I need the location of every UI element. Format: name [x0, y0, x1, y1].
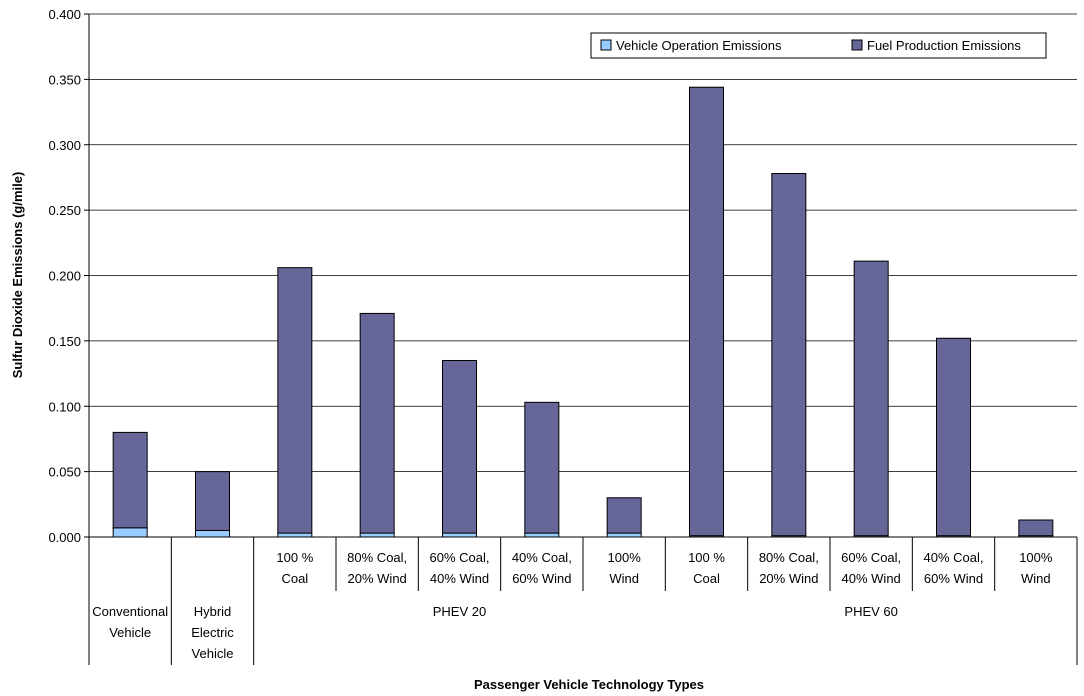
y-tick-label: 0.350: [48, 72, 81, 87]
bar-fuel-production: [277, 267, 313, 534]
x-category-label: 80% Coal,: [759, 550, 819, 565]
x-category-label: 100%: [608, 550, 642, 565]
legend-box: [590, 32, 1047, 59]
bar-fuel-production: [853, 260, 889, 537]
x-category-label: 20% Wind: [759, 571, 818, 586]
y-axis-title: Sulfur Dioxide Emissions (g/mile): [10, 172, 25, 379]
x-category-label: 60% Wind: [512, 571, 571, 586]
x-category-label: 40% Wind: [430, 571, 489, 586]
x-category-label: 20% Wind: [348, 571, 407, 586]
legend-entry: Vehicle Operation Emissions: [616, 38, 782, 53]
y-tick-label: 0.150: [48, 334, 81, 349]
y-tick-label: 0.000: [48, 530, 81, 545]
x-category-label: 80% Coal,: [347, 550, 407, 565]
bar-fuel-production: [936, 337, 971, 537]
bars-layer: [112, 86, 1054, 538]
y-tick-label: 0.300: [48, 138, 81, 153]
x-category-label: Wind: [1021, 571, 1051, 586]
x-category-label: 60% Coal,: [430, 550, 490, 565]
bar-vehicle-operation: [442, 532, 477, 538]
y-tick-label: 0.400: [48, 7, 81, 22]
x-category-label: 40% Wind: [842, 571, 901, 586]
y-tick-labels: 0.000 0.050 0.100 0.150 0.200 0.250 0.300 0.350…: [48, 7, 81, 545]
x-axis-title: Passenger Vehicle Technology Types: [474, 677, 704, 692]
bar-fuel-production: [606, 497, 642, 534]
x-category-label: 60% Coal,: [841, 550, 901, 565]
y-tick-label: 0.050: [48, 465, 81, 480]
legend-swatch: [600, 39, 612, 51]
bar-vehicle-operation: [606, 532, 642, 538]
bar-vehicle-operation: [277, 532, 313, 538]
bar-vehicle-operation: [112, 527, 148, 538]
bar-fuel-production: [689, 86, 724, 537]
y-tick-label: 0.100: [48, 399, 81, 414]
x-category-label: Wind: [609, 571, 639, 586]
x-category-label: 100 %: [688, 550, 725, 565]
axes: [84, 13, 1078, 665]
x-category-label: Vehicle: [109, 625, 151, 640]
x-category-label: Electric: [191, 625, 234, 640]
bar-vehicle-operation: [524, 532, 560, 538]
x-category-label: Vehicle: [192, 646, 234, 661]
bar-fuel-production: [524, 401, 560, 534]
bar-fuel-production: [359, 312, 395, 534]
bar-fuel-production: [442, 359, 477, 534]
legend-swatch: [851, 39, 863, 51]
x-category-label: 40% Coal,: [924, 550, 984, 565]
x-category-labels: Conventional Vehicle Hybrid Electric Vehicle…: [92, 550, 1053, 661]
y-tick-label: 0.250: [48, 203, 81, 218]
x-category-label: Coal: [693, 571, 720, 586]
bar-fuel-production: [1018, 519, 1054, 537]
y-tick-label: 0.200: [48, 269, 81, 284]
x-category-label: 100%: [1019, 550, 1053, 565]
legend-entry: Fuel Production Emissions: [867, 38, 1021, 53]
x-category-label: 100 %: [276, 550, 313, 565]
x-category-label: Hybrid: [194, 604, 232, 619]
x-category-label: 60% Wind: [924, 571, 983, 586]
bar-fuel-production: [771, 173, 807, 537]
gridlines: [89, 13, 1077, 473]
bar-fuel-production: [112, 431, 148, 529]
legend: Vehicle Operation Emissions Fuel Producti…: [590, 32, 1047, 59]
x-category-label: Coal: [281, 571, 308, 586]
bar-vehicle-operation: [359, 532, 395, 538]
x-group-label: PHEV 60: [844, 604, 897, 619]
x-category-label: 40% Coal,: [512, 550, 572, 565]
x-group-label: PHEV 20: [433, 604, 486, 619]
bar-fuel-production: [195, 471, 230, 531]
bar-vehicle-operation: [195, 529, 230, 538]
x-category-label: Conventional: [92, 604, 168, 619]
